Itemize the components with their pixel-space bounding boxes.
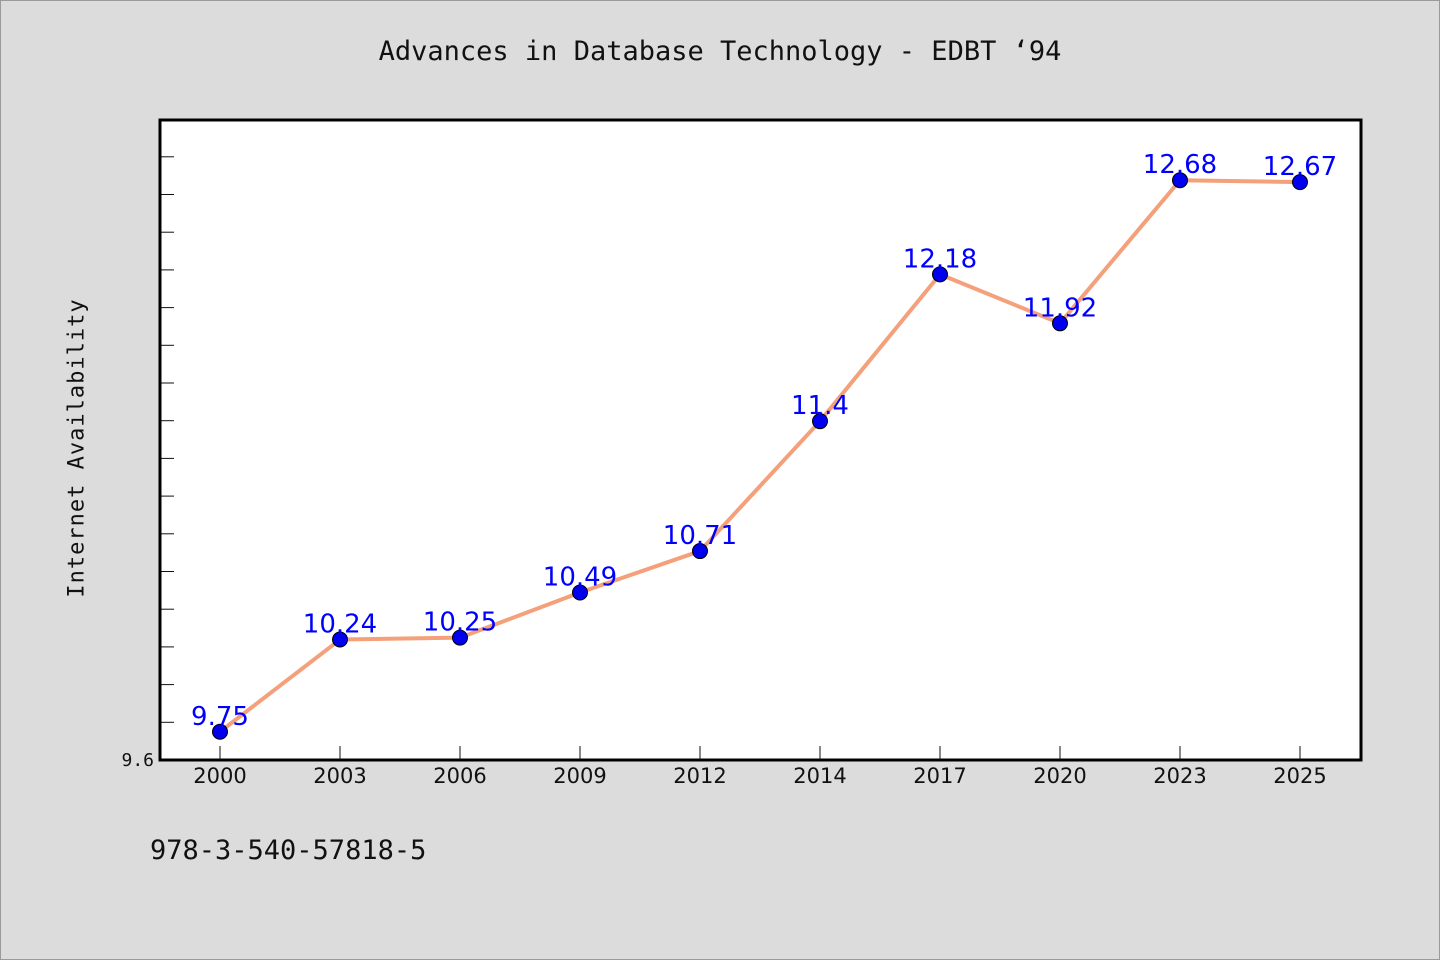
x-tick-label: 2006 xyxy=(433,764,486,788)
isbn-footer: 978-3-540-57818-5 xyxy=(150,835,427,866)
data-point xyxy=(1292,174,1308,191)
plot-area xyxy=(160,120,1361,760)
data-point xyxy=(332,631,348,648)
data-label: 11.92 xyxy=(1023,293,1097,323)
plot-border xyxy=(158,118,1363,762)
x-tick-label: 2009 xyxy=(553,764,606,788)
chart-title: Advances in Database Technology - EDBT ‘… xyxy=(378,36,1062,67)
data-point xyxy=(212,723,228,740)
x-tick-label: 2003 xyxy=(313,764,366,788)
data-label: 10.49 xyxy=(543,562,617,592)
data-label: 10.25 xyxy=(423,608,497,638)
x-tick-label: 2025 xyxy=(1273,764,1326,788)
data-point xyxy=(572,584,588,601)
x-tick-label: 2023 xyxy=(1153,764,1206,788)
x-tick-label: 2000 xyxy=(193,764,246,788)
data-label: 9.75 xyxy=(191,702,249,732)
series-line xyxy=(218,178,1301,734)
y-tick-label: 9.6 xyxy=(121,750,154,771)
x-tick-label: 2014 xyxy=(793,764,846,788)
data-point xyxy=(452,629,468,646)
data-label: 12.68 xyxy=(1143,150,1217,180)
data-label: 12.18 xyxy=(903,244,977,274)
data-point xyxy=(932,266,948,283)
data-label: 10.24 xyxy=(303,610,377,640)
data-label: 12.67 xyxy=(1263,152,1337,182)
data-point xyxy=(1172,172,1188,189)
data-label: 11.4 xyxy=(791,391,849,421)
x-tick-label: 2020 xyxy=(1033,764,1086,788)
data-point xyxy=(1052,315,1068,332)
data-point xyxy=(692,543,708,560)
data-label: 10.71 xyxy=(663,521,737,551)
x-tick-label: 2012 xyxy=(673,764,726,788)
data-point xyxy=(812,413,828,430)
x-tick-label: 2017 xyxy=(913,764,966,788)
